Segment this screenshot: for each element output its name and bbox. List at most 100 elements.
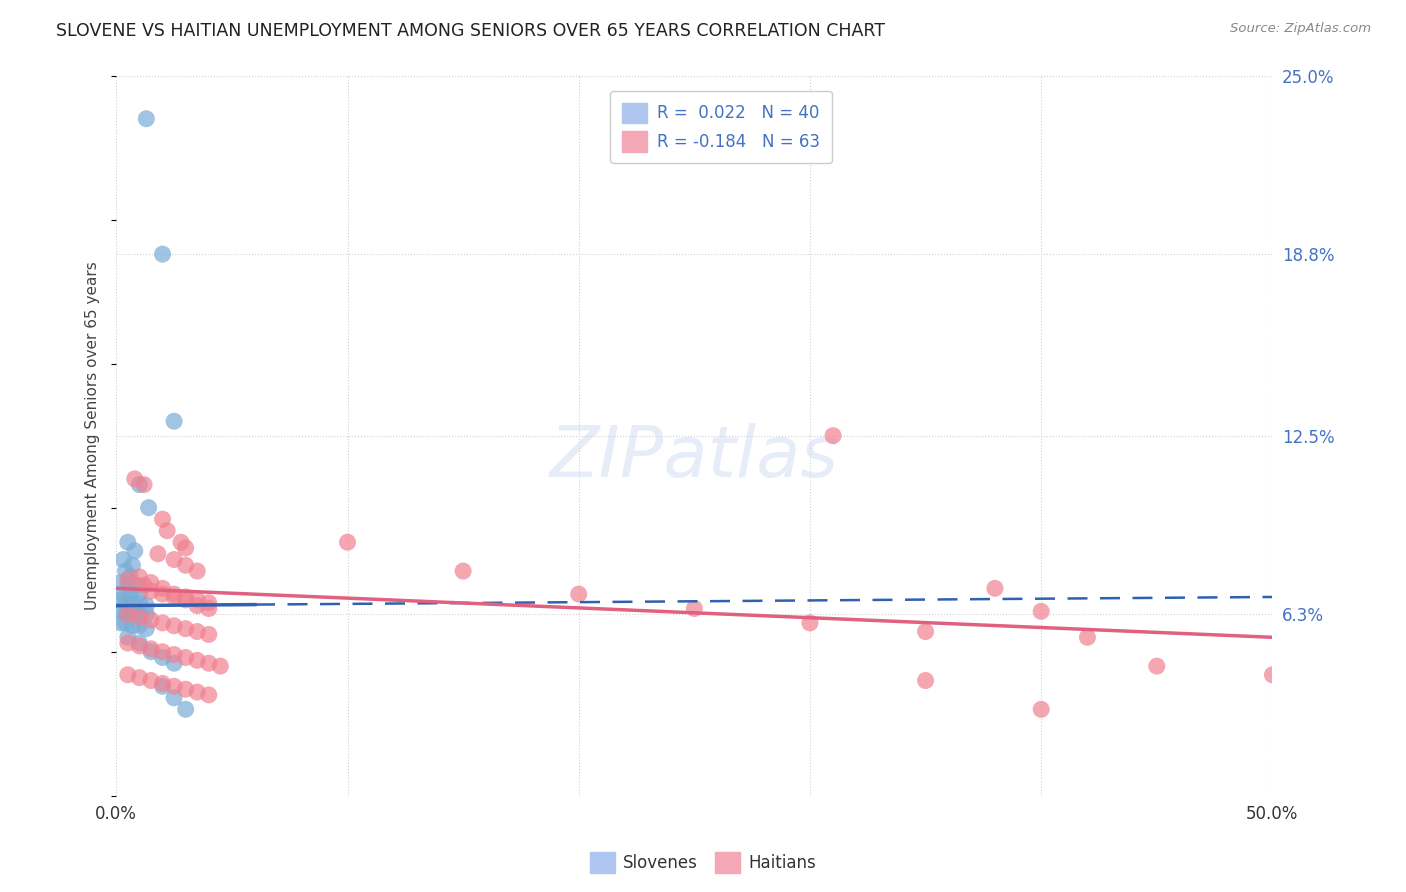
Point xyxy=(114,564,136,578)
Point xyxy=(132,578,155,592)
Point xyxy=(152,582,174,596)
Point xyxy=(174,702,197,716)
Point xyxy=(1076,630,1098,644)
Text: Source: ZipAtlas.com: Source: ZipAtlas.com xyxy=(1230,22,1371,36)
Point xyxy=(152,676,174,690)
Point xyxy=(124,472,146,486)
Point xyxy=(186,624,208,639)
Point xyxy=(128,570,150,584)
Point xyxy=(186,653,208,667)
Point xyxy=(125,578,148,592)
Y-axis label: Unemployment Among Seniors over 65 years: Unemployment Among Seniors over 65 years xyxy=(86,261,100,610)
Point xyxy=(163,414,186,428)
Point xyxy=(209,659,232,673)
Point xyxy=(163,690,186,705)
Point xyxy=(914,673,936,688)
Point xyxy=(128,477,150,491)
Point xyxy=(117,578,139,592)
Point xyxy=(186,685,208,699)
Point xyxy=(186,599,208,613)
Point xyxy=(114,615,136,630)
Point xyxy=(139,575,162,590)
Point xyxy=(799,615,821,630)
Point xyxy=(451,564,474,578)
Point xyxy=(139,613,162,627)
Point xyxy=(186,592,208,607)
Point xyxy=(152,645,174,659)
Point xyxy=(914,624,936,639)
Point xyxy=(163,619,186,633)
Point xyxy=(1146,659,1168,673)
Point xyxy=(120,587,142,601)
Point xyxy=(139,641,162,656)
Point xyxy=(128,636,150,650)
Point xyxy=(135,599,157,613)
Point xyxy=(152,650,174,665)
Point xyxy=(112,587,135,601)
Point xyxy=(1031,702,1053,716)
Point xyxy=(984,582,1007,596)
Point xyxy=(197,596,219,610)
Point xyxy=(174,592,197,607)
Point xyxy=(135,607,157,622)
Point xyxy=(197,688,219,702)
Point xyxy=(174,590,197,604)
Point xyxy=(139,645,162,659)
Point xyxy=(139,673,162,688)
Point xyxy=(128,610,150,624)
Point xyxy=(163,590,186,604)
Point xyxy=(132,477,155,491)
Point xyxy=(139,584,162,599)
Point xyxy=(110,615,132,630)
Point xyxy=(128,639,150,653)
Point xyxy=(124,544,146,558)
Point xyxy=(114,604,136,618)
Point xyxy=(152,587,174,601)
Point xyxy=(121,604,143,618)
Point xyxy=(174,558,197,573)
Point xyxy=(110,592,132,607)
Point xyxy=(112,552,135,566)
Point xyxy=(174,622,197,636)
Point xyxy=(146,547,169,561)
Legend: R =  0.022   N = 40, R = -0.184   N = 63: R = 0.022 N = 40, R = -0.184 N = 63 xyxy=(610,91,831,163)
Point xyxy=(163,587,186,601)
Point xyxy=(823,428,845,442)
Point xyxy=(174,541,197,555)
Point xyxy=(128,587,150,601)
Point xyxy=(114,596,136,610)
Point xyxy=(152,247,174,261)
Point xyxy=(117,667,139,681)
Point xyxy=(128,596,150,610)
Point xyxy=(117,636,139,650)
Point xyxy=(128,671,150,685)
Point xyxy=(117,573,139,587)
Point xyxy=(135,622,157,636)
Point xyxy=(1261,667,1284,681)
Point xyxy=(156,524,179,538)
Point xyxy=(568,587,591,601)
Text: ZIPatlas: ZIPatlas xyxy=(550,423,839,491)
Point xyxy=(163,648,186,662)
Point xyxy=(135,112,157,126)
Point xyxy=(128,607,150,622)
Point xyxy=(1031,604,1053,618)
Point xyxy=(152,512,174,526)
Point xyxy=(128,619,150,633)
Text: SLOVENE VS HAITIAN UNEMPLOYMENT AMONG SENIORS OVER 65 YEARS CORRELATION CHART: SLOVENE VS HAITIAN UNEMPLOYMENT AMONG SE… xyxy=(56,22,886,40)
Point xyxy=(163,657,186,671)
Point xyxy=(683,601,706,615)
Point xyxy=(174,650,197,665)
Point xyxy=(121,558,143,573)
Point xyxy=(197,627,219,641)
Point xyxy=(117,535,139,549)
Point xyxy=(174,682,197,697)
Point xyxy=(117,630,139,644)
Point xyxy=(121,619,143,633)
Point xyxy=(152,615,174,630)
Point xyxy=(197,657,219,671)
Point xyxy=(186,564,208,578)
Point xyxy=(163,552,186,566)
Point xyxy=(197,601,219,615)
Point xyxy=(138,500,160,515)
